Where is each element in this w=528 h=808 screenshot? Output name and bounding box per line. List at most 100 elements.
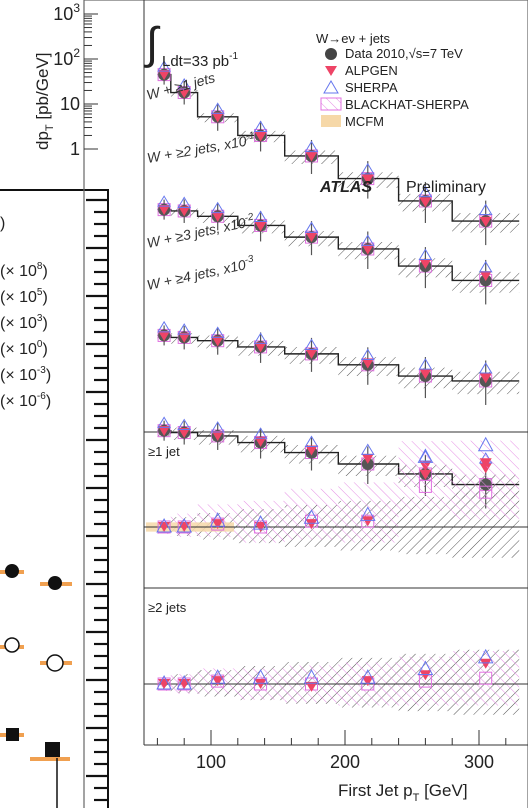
left-partial-glyph: ) [0,215,5,232]
legend-label: ALPGEN [345,63,398,78]
ratio-alpgen-marker [305,519,318,530]
x-tick-label: 300 [464,752,494,772]
ratio-sherpa-marker [359,506,376,521]
ratio-alpgen-marker [361,676,374,687]
sherpa-marker [304,338,319,351]
series-label: W + ≥4 jets, x10-3 [145,253,256,292]
alpgen-marker [178,206,191,217]
sherpa-marker [478,203,493,216]
sherpa-marker [418,248,433,261]
left-marker-5 [6,728,19,741]
ratio-sherpa-marker [252,515,269,530]
x-axis-label: First Jet pT [GeV] [338,781,468,804]
sherpa-marker [360,234,375,246]
x-axis-ticks: 100 200 300 [156,730,507,772]
sherpa-marker [177,196,192,208]
ratio-sherpa-marker [303,509,320,524]
x-tick-label: 100 [196,752,226,772]
legend-label: BLACKHAT-SHERPA [345,97,469,112]
ratio-sherpa-marker [156,674,172,690]
legend-title: W→eν + jets [316,31,391,46]
sherpa-marker [210,201,225,214]
left-scale-label: (× 100) [0,339,48,358]
alpgen-marker [305,348,318,359]
series-label: W + ≥2 jets, x10-1 [146,130,257,166]
y-tick-label: 102 [53,46,80,69]
ratio-alpgen-marker [211,519,224,530]
sherpa-marker [304,435,319,448]
sherpa-marker [360,348,375,361]
left-panel-frame [0,189,109,808]
left-scale-label: (× 108) [0,261,48,280]
alpgen-marker [479,216,492,227]
legend-marker-alpgen [325,66,337,76]
ratio-alpgen-marker [254,679,267,689]
left-marker-4 [46,654,64,672]
series-band [157,73,520,233]
sherpa-marker [253,210,268,223]
luminosity-label: ∫ Ldt=33 pb-1 [143,19,238,70]
ratio-alpgen-marker [211,676,224,687]
alpgen-marker [254,131,267,142]
sherpa-marker [210,421,225,433]
ratio-blackhat-marker [177,520,191,534]
sherpa-marker [418,185,433,198]
alpgen-marker [158,205,171,216]
left-marker-3 [4,637,20,653]
alpgen-marker [178,88,191,99]
ratio-alpgen-marker [419,670,432,681]
sherpa-marker [304,221,319,233]
left-marker-6 [45,742,60,757]
sherpa-marker [157,320,171,333]
alpgen-marker [254,342,267,353]
ratio-panel-label: ≥1 jet [148,444,180,459]
sherpa-marker [360,443,375,455]
ratio-blackhat-marker [157,677,171,691]
main-frame [83,0,528,808]
lumi-text: Ldt=33 pb-1 [162,51,238,70]
ratio-alpgen-marker [419,469,432,480]
sherpa-marker [210,102,225,114]
ratio-panel-label: ≥2 jets [148,600,187,615]
sherpa-marker [478,260,493,273]
alpgen-marker [419,258,432,269]
sherpa-marker [177,78,192,90]
alpgen-marker [211,211,224,222]
left-scale-label: (× 103) [0,313,48,332]
data-points [157,60,493,509]
alpgen-marker [178,332,191,343]
y-tick-label: 1 [70,139,80,159]
left-panel-scale-labels: (× 108) (× 105) (× 103) (× 100) (× 10-3) (× 1… [0,215,51,410]
atlas-label: ATLAS [319,179,372,196]
y-tick-label: 103 [53,1,80,24]
legend-marker-blackhat [320,97,342,111]
ratio-alpgen-marker [361,516,374,527]
alpgen-marker [361,174,374,185]
data-marker [361,458,374,470]
ratio-sherpa-marker [209,669,226,684]
sherpa-marker [253,427,268,439]
alpgen-marker [305,232,318,243]
sherpa-marker [177,323,192,335]
ratio-sherpa-marker [252,669,269,684]
left-panel-ticks [86,198,108,802]
sherpa-marker [177,418,192,431]
x-tick-label: 200 [330,752,360,772]
ratio-blackhat-marker [479,671,493,685]
alpgen-marker [361,453,374,464]
legend-label: Data 2010,√s=7 TeV [345,46,463,61]
series-band [157,207,520,293]
alpgen-marker [361,244,374,255]
sherpa-marker [157,416,171,428]
legend-label: MCFM [345,114,384,129]
ratio-panels: ≥1 jet ≥2 jets [144,436,528,715]
y-tick-label: 10 [60,94,80,114]
ratio-alpgen-marker [254,522,267,532]
ratio-sherpa-marker [477,648,494,664]
ratio-sherpa-marker [209,512,226,527]
alpgen-marker [254,436,267,447]
legend-label: SHERPA [345,80,398,95]
alpgen-marker [305,445,318,456]
